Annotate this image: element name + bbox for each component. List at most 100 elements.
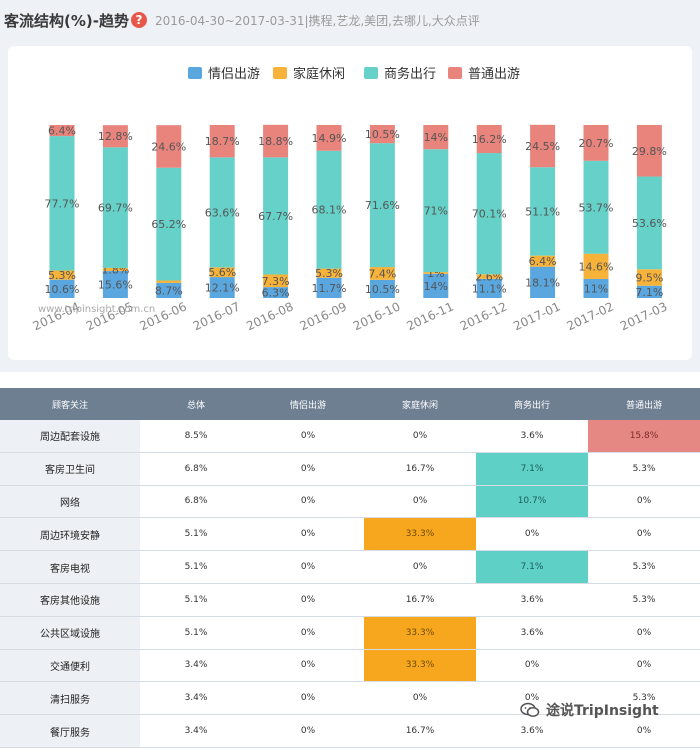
table-cell: 3.6% — [476, 583, 588, 617]
data-label: 8.7% — [155, 284, 183, 297]
data-label: 20.7% — [579, 137, 614, 150]
data-label: 14% — [424, 131, 448, 144]
chart-subtitle: 2016-04-30~2017-03-31|携程,艺龙,美团,去哪儿,大众点评 — [154, 13, 480, 28]
table-cell: 0% — [252, 649, 364, 683]
attention-table-wrap: 顾客关注 总体 情侣出游 家庭休闲 商务出行 普通出游 周边配套设施 8.5% 0% 0% 3.6… — [0, 388, 700, 748]
table-row: 网络 6.8% 0% 0% 10.7% 0% — [0, 485, 700, 519]
data-label: 11.1% — [472, 282, 507, 295]
table-row: 清扫服务 3.4% 0% 0% 0% 5.3% — [0, 681, 700, 716]
legend-label: 家庭休闲 — [293, 66, 345, 82]
data-label: 71% — [424, 205, 448, 218]
x-tick-label: 2016-09 — [298, 299, 349, 333]
table-cell: 3.4% — [140, 649, 252, 683]
data-label: 6.4% — [48, 125, 76, 138]
data-label: 10.5% — [365, 283, 400, 296]
data-label: 15.6% — [98, 279, 133, 292]
table-row: 周边环境安静 5.1% 0% 33.3% 0% 0% — [0, 517, 700, 552]
bar-segment — [102, 147, 128, 268]
table-cell: 0% — [252, 681, 364, 716]
data-label: 6.3% — [262, 287, 290, 300]
table-cell: 0% — [588, 616, 700, 650]
bar-segment — [263, 274, 289, 288]
table-cell: 3.4% — [140, 681, 252, 716]
bar-segment — [102, 125, 128, 148]
bar-segment — [316, 268, 342, 278]
bar-segment — [530, 255, 556, 267]
table-cell: 0% — [364, 420, 476, 453]
table-cell: 16.7% — [364, 452, 476, 486]
bar-segment — [49, 270, 75, 280]
bar-segment — [316, 277, 342, 298]
legend-swatch — [273, 67, 287, 79]
x-tick-label: 2016-08 — [244, 299, 295, 333]
data-label: 10.6% — [45, 283, 80, 296]
bar-segment — [316, 150, 342, 269]
table-header-cell: 顾客关注 — [0, 388, 140, 420]
help-icon[interactable]: ? — [130, 12, 147, 28]
bar-segment — [49, 279, 75, 298]
bar-segment — [583, 278, 609, 298]
table-cell: 0% — [252, 616, 364, 650]
bar-segment — [476, 125, 502, 154]
bar-segment — [156, 167, 182, 281]
table-cell: 0% — [364, 485, 476, 519]
chart-card: 情侣出游 家庭休闲 商务出行 普通出游 10.6% 5.3% 77.7% 6.4% 2016-0… — [8, 46, 692, 360]
table-cell: 16.7% — [364, 583, 476, 617]
table-cell: 5.1% — [140, 550, 252, 584]
table-cell: 7.1% — [476, 550, 588, 584]
bar-segment — [156, 280, 182, 283]
data-label: 14% — [424, 280, 448, 293]
data-label: 51.1% — [525, 205, 560, 218]
bar-segment — [636, 269, 662, 286]
table-cell: 0% — [476, 517, 588, 552]
data-label: 69.7% — [98, 202, 133, 215]
bar-segment — [423, 125, 449, 150]
table-row-label: 交通便利 — [0, 649, 140, 683]
bar-segment — [316, 125, 342, 151]
bar-segment — [476, 278, 502, 298]
table-cell: 6.8% — [140, 452, 252, 486]
table-cell: 16.7% — [364, 714, 476, 748]
bar-segment — [636, 285, 662, 298]
bar-segment — [369, 267, 395, 280]
table-row-label: 客房电视 — [0, 550, 140, 584]
data-label: 24.6% — [151, 140, 186, 153]
bar-segment — [209, 157, 235, 268]
data-label: 24.5% — [525, 140, 560, 153]
table-cell: 3.6% — [476, 616, 588, 650]
x-tick-label: 2017-01 — [511, 299, 562, 333]
data-label: 53.7% — [579, 201, 614, 214]
table-cell: 33.3% — [364, 517, 476, 552]
table-cell: 6.8% — [140, 485, 252, 519]
table-header-cell: 商务出行 — [476, 388, 588, 420]
data-label: 71.6% — [365, 199, 400, 212]
table-header-cell: 普通出游 — [588, 388, 700, 420]
table-cell: 0% — [588, 649, 700, 683]
table-cell: 15.8% — [588, 420, 700, 453]
bar-segment — [156, 125, 182, 168]
table-row: 客房卫生间 6.8% 0% 16.7% 7.1% 5.3% — [0, 452, 700, 486]
chart-title: 客流结构(%)-趋势 — [4, 11, 129, 30]
bar-segment — [102, 271, 128, 298]
bar-segment — [423, 272, 449, 274]
table-row-label: 网络 — [0, 485, 140, 519]
table-cell: 0% — [588, 485, 700, 519]
bar-segment — [49, 136, 75, 271]
bar-segment — [263, 124, 289, 158]
table-cell: 0% — [364, 550, 476, 584]
table-row-label: 客房卫生间 — [0, 452, 140, 486]
bar-segment — [49, 125, 75, 137]
data-label: 6.4% — [529, 255, 557, 268]
table-header-cell: 总体 — [140, 388, 252, 420]
table-cell: 0% — [252, 550, 364, 584]
bar-segment — [263, 157, 289, 275]
table-row-label: 公共区域设施 — [0, 616, 140, 650]
table-cell: 5.3% — [588, 452, 700, 486]
bar-segment — [636, 125, 662, 177]
stacked-bar-chart: 情侣出游 家庭休闲 商务出行 普通出游10.6%5.3%77.7%6.4%2016-0… — [31, 66, 670, 333]
legend-label: 普通出游 — [468, 67, 520, 82]
bar-segment — [209, 125, 235, 158]
data-label: 77.7% — [45, 197, 80, 210]
chart-header: 客流结构(%)-趋势 ? 2016-04-30~2017-03-31|携程,艺龙… — [4, 8, 480, 32]
data-label: 10.5% — [365, 128, 400, 141]
